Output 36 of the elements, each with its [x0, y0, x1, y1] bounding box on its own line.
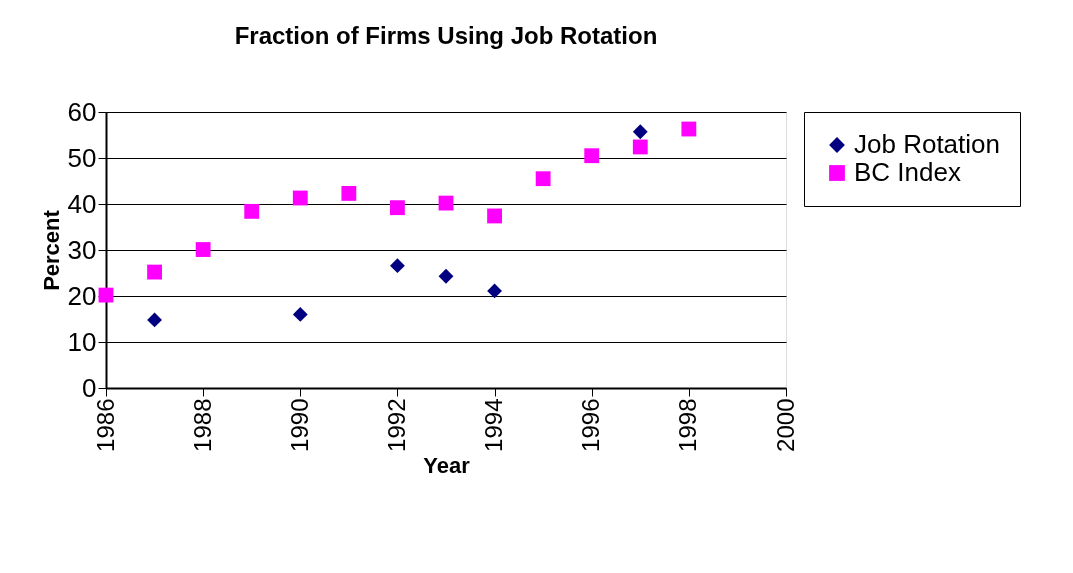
y-tick-label: 50	[67, 142, 97, 173]
point	[487, 208, 502, 224]
point	[390, 200, 405, 216]
point	[292, 190, 308, 206]
point	[147, 264, 162, 280]
y-tick-label: 10	[67, 326, 97, 357]
point	[98, 287, 114, 303]
point	[147, 312, 162, 328]
legend-label: Job Rotation	[854, 129, 1000, 159]
x-tick-label: 1994	[480, 398, 508, 452]
point	[535, 171, 551, 187]
x-tick-label: 1998	[674, 398, 702, 452]
point	[390, 258, 405, 274]
point	[341, 186, 357, 201]
x-tick-label: 1988	[188, 398, 216, 452]
x-tick-label: 2000	[771, 398, 799, 452]
point	[244, 203, 260, 219]
point	[681, 121, 697, 137]
point	[632, 124, 648, 140]
y-tick-label: 40	[67, 188, 97, 219]
x-axis-title: Year	[423, 452, 471, 478]
x-tick-label: 1990	[285, 398, 313, 452]
y-tick-label: 60	[67, 96, 97, 127]
x-tick-label: 1996	[577, 398, 605, 452]
point	[632, 139, 648, 155]
x-tick-label: 1992	[382, 398, 410, 452]
point	[438, 268, 454, 284]
y-axis-title: Percent	[38, 209, 64, 291]
point	[487, 283, 502, 299]
point	[195, 242, 211, 257]
chart-title: Fraction of Firms Using Job Rotation	[234, 22, 658, 49]
y-tick-label: 30	[67, 234, 97, 265]
y-tick-label: 20	[67, 280, 97, 311]
point	[584, 148, 600, 164]
point	[292, 306, 308, 322]
legend-label: BC Index	[854, 157, 961, 187]
